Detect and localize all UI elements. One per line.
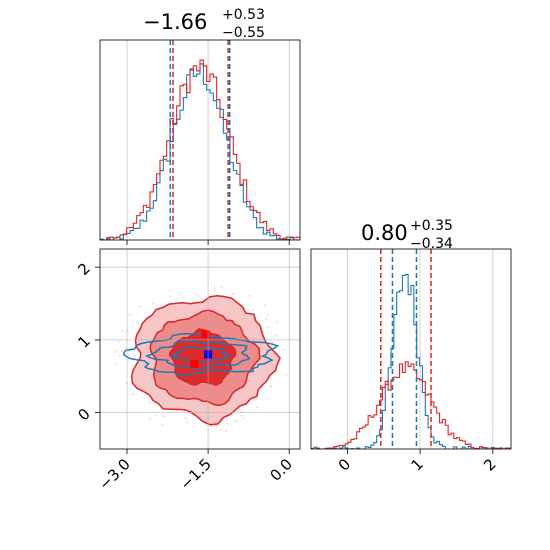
hist2-hist-red xyxy=(311,361,511,449)
joint-scatter-point xyxy=(267,326,270,329)
joint-scatter-point xyxy=(252,309,254,311)
joint-scatter-point xyxy=(148,417,151,420)
joint-scatter-point xyxy=(137,322,140,325)
hist1-content xyxy=(100,40,300,240)
joint-scatter-point xyxy=(285,373,288,376)
hist2-background xyxy=(311,249,511,449)
joint-scatter-point xyxy=(263,304,266,307)
joint-ytick-label-1: 1 xyxy=(74,332,93,351)
hist1-title-median: −1.66 xyxy=(143,10,207,34)
joint-scatter-point xyxy=(232,292,234,295)
joint-scatter-point xyxy=(132,393,135,395)
joint-scatter-point xyxy=(240,414,243,417)
joint-scatter-point xyxy=(175,410,178,413)
joint-scatter-point xyxy=(152,302,154,305)
joint-scatter-point xyxy=(161,424,164,426)
joint-scatter-point xyxy=(128,313,131,316)
joint-scatter-point xyxy=(234,420,237,423)
hist2-gridlines xyxy=(346,249,494,449)
joint-panel: −3.0 −1.5 0.0 0 1 2 xyxy=(74,248,301,494)
joint-blue-contour-middle xyxy=(144,339,251,370)
joint-scatter-point xyxy=(118,340,121,343)
joint-xtick-label-1: −1.5 xyxy=(176,455,214,493)
red-marker-1 xyxy=(201,330,210,339)
joint-scatter-point xyxy=(125,347,128,350)
joint-scatter-point xyxy=(197,295,200,298)
joint-scatter-point xyxy=(155,414,158,417)
hist2-content xyxy=(311,249,511,449)
joint-scatter-point xyxy=(128,354,130,357)
hist2-xtick-label-1: 1 xyxy=(407,455,426,474)
joint-scatter-point xyxy=(255,316,258,319)
joint-xtick-label-0: −3.0 xyxy=(95,455,133,493)
joint-content xyxy=(114,286,288,432)
joint-scatter-point xyxy=(114,362,117,365)
joint-xtick-label-2: 0.0 xyxy=(266,455,296,485)
joint-scatter-point xyxy=(242,417,245,419)
hist2-xtick-label-0: 0 xyxy=(335,455,354,474)
joint-scatter-point xyxy=(169,295,172,298)
joint-scatter-point xyxy=(168,289,171,292)
joint-scatter-point xyxy=(162,415,165,418)
joint-scatter-point xyxy=(255,397,258,400)
joint-scatter-point xyxy=(271,341,274,344)
hist1-hist-blue xyxy=(100,63,300,240)
hist1-frame xyxy=(99,39,301,241)
hist2-xtick-label-2: 2 xyxy=(480,455,499,474)
hist-panel-param1 xyxy=(99,39,301,245)
joint-scatter-point xyxy=(131,325,133,328)
joint-ytick-label-2: 2 xyxy=(74,259,93,278)
hist2-frame xyxy=(310,248,512,450)
joint-scatter-point xyxy=(178,292,180,295)
hist1-title-plus: +0.53 xyxy=(222,7,265,23)
joint-scatter-point xyxy=(118,354,121,357)
joint-scatter-point xyxy=(195,293,198,296)
joint-scatter-point xyxy=(241,410,243,413)
red-marker-2 xyxy=(190,359,199,368)
joint-scatter-point xyxy=(267,313,270,316)
joint-scatter-point xyxy=(219,429,222,431)
hist1-title-minus: −0.55 xyxy=(222,25,265,41)
joint-scatter-point xyxy=(274,333,277,336)
joint-scatter-point xyxy=(226,422,229,425)
hist2-title-plus: +0.35 xyxy=(410,218,453,234)
joint-scatter-point xyxy=(184,417,187,420)
joint-scatter-point xyxy=(249,295,252,297)
joint-scatter-point xyxy=(138,305,141,308)
joint-scatter-point xyxy=(186,421,189,424)
joint-scatter-point xyxy=(215,425,218,427)
joint-scatter-point xyxy=(122,329,124,332)
joint-scatter-point xyxy=(213,290,216,292)
joint-frame xyxy=(99,248,301,450)
joint-blue-contour-inner xyxy=(169,346,231,363)
hist-panel-param2: 0 1 2 xyxy=(310,248,512,475)
hist1-hist-red xyxy=(100,59,300,240)
hist2-title-median: 0.80 xyxy=(361,221,408,245)
joint-scatter-point xyxy=(253,399,256,401)
joint-scatter-point xyxy=(256,406,258,409)
hist2-title: 0.80 +0.35 −0.34 xyxy=(361,218,453,252)
joint-scatter-point xyxy=(262,392,265,395)
joint-scatter-point xyxy=(225,430,228,432)
joint-scatter-point xyxy=(270,345,273,348)
hist1-gridlines xyxy=(126,40,290,240)
joint-gridlines xyxy=(100,249,300,449)
joint-scatter-point xyxy=(275,321,278,324)
joint-scatter-point xyxy=(134,355,137,358)
joint-scatter-point xyxy=(114,350,117,353)
hist1-ticks xyxy=(126,240,290,245)
joint-scatter-point xyxy=(283,349,286,351)
joint-blue-contour-outer xyxy=(123,332,280,376)
hist2-ticks: 0 1 2 xyxy=(335,449,500,475)
hist2-title-minus: −0.34 xyxy=(410,236,453,252)
joint-scatter-point xyxy=(213,287,216,289)
joint-scatter-point xyxy=(121,350,123,353)
joint-scatter-point xyxy=(220,286,223,289)
joint-scatter-point xyxy=(265,317,268,320)
joint-scatter-point xyxy=(270,386,273,388)
joint-scatter-point xyxy=(148,401,151,404)
joint-ytick-label-0: 0 xyxy=(74,405,93,424)
hist1-title: −1.66 +0.53 −0.55 xyxy=(143,7,265,41)
